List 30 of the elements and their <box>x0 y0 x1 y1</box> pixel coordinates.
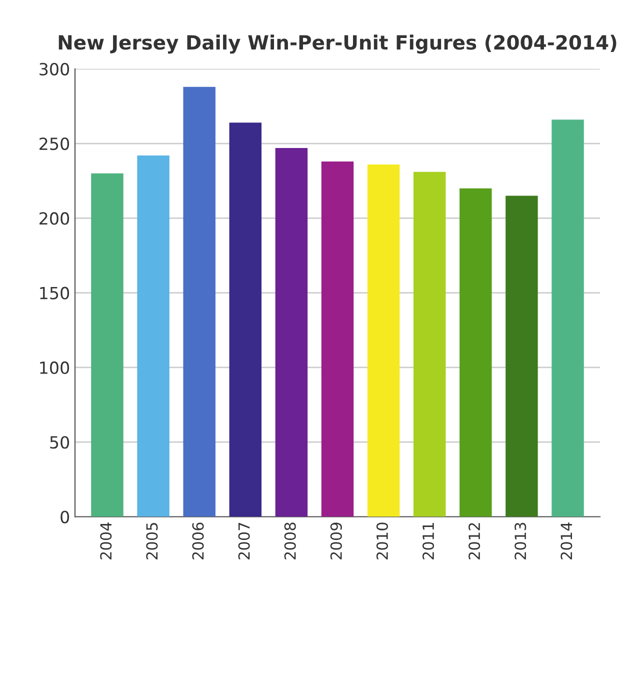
x-tick-label: 2011 <box>422 523 434 560</box>
bar <box>367 164 400 517</box>
x-tick-label: 2014 <box>560 522 572 560</box>
x-tick-label: 2008 <box>284 522 296 560</box>
y-tick-label: 0 <box>60 510 70 524</box>
x-tick-label: 2010 <box>376 522 388 560</box>
x-tick-label: 2006 <box>192 522 204 560</box>
bar <box>321 161 354 517</box>
x-tick-label: 2005 <box>146 522 158 560</box>
x-tick-label: 2013 <box>514 522 526 560</box>
bar <box>275 148 308 517</box>
y-tick-label: 200 <box>40 212 70 225</box>
bar <box>91 173 124 517</box>
x-tick-label: 2012 <box>468 523 480 560</box>
bar <box>183 86 216 517</box>
x-tick-label: 2007 <box>238 522 250 560</box>
bar <box>229 122 262 517</box>
x-tick-label: 2009 <box>330 522 342 560</box>
y-tick-label: 100 <box>40 361 70 374</box>
y-tick-label: 150 <box>40 286 70 300</box>
bar <box>413 172 446 517</box>
y-tick-label: 300 <box>40 62 70 76</box>
y-tick-label: 250 <box>40 138 70 150</box>
bar <box>137 155 170 517</box>
y-tick-label: 50 <box>50 436 70 449</box>
chart-title: New Jersey Daily Win-Per-Unit Figures (2004-2014) <box>58 34 616 54</box>
x-tick-label: 2004 <box>100 522 112 560</box>
bar <box>460 188 492 517</box>
bar <box>506 196 538 517</box>
bar <box>552 120 584 517</box>
